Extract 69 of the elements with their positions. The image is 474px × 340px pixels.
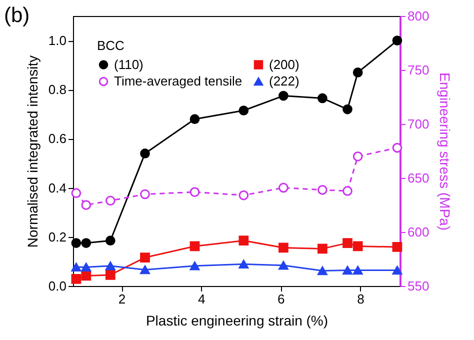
point [238, 190, 249, 200]
point [342, 266, 352, 275]
point [105, 196, 116, 206]
point [392, 242, 402, 252]
point [105, 236, 116, 246]
y-tick-label: 0.2 [48, 229, 66, 244]
point [190, 262, 200, 270]
point [352, 241, 363, 252]
y-tick-label: 1.0 [48, 33, 66, 48]
point [71, 262, 82, 272]
point [392, 36, 402, 46]
legend-label: (222) [269, 74, 300, 88]
point [140, 265, 150, 274]
legend-label: (200) [269, 56, 300, 72]
point [352, 151, 363, 162]
point [71, 238, 82, 248]
point [71, 274, 82, 284]
point [81, 238, 92, 248]
point [71, 188, 82, 198]
point [317, 266, 328, 276]
x-tick-label: 2 [118, 292, 126, 306]
point [238, 260, 249, 269]
text: (b) [4, 4, 30, 28]
point [342, 238, 352, 248]
point [278, 90, 288, 101]
point [105, 270, 116, 280]
y2-tick-label: 550 [408, 278, 430, 294]
point [140, 189, 150, 200]
point [317, 93, 328, 104]
legend-title: BCC [97, 38, 124, 53]
point [190, 241, 200, 252]
x-tick-label: 4 [198, 292, 206, 306]
point [238, 236, 249, 246]
point [278, 182, 288, 193]
y2-tick-label: 600 [408, 224, 430, 240]
point [81, 200, 92, 210]
y-tick-label: 0.4 [48, 180, 66, 196]
point [278, 261, 288, 270]
point [342, 104, 352, 114]
x-axis-title: Plastic engineering strain (%) [146, 312, 328, 328]
point [392, 142, 402, 153]
y-axis-title: Normalised integrated intensity [24, 55, 40, 248]
point [352, 266, 363, 275]
y2-tick-label: 650 [408, 170, 430, 186]
y-tick-label: 0.0 [48, 278, 66, 294]
point [278, 242, 288, 253]
y-tick-label: 0.6 [48, 131, 66, 146]
x-tick-label: 8 [357, 292, 364, 306]
y-tick-label: 0.8 [48, 82, 66, 98]
y2-tick-label: 750 [408, 62, 430, 78]
point [352, 68, 363, 78]
point [140, 252, 150, 262]
point [105, 262, 116, 270]
point [81, 262, 92, 272]
y2-tick-label: 800 [408, 8, 430, 24]
point [392, 266, 402, 275]
point [140, 148, 150, 158]
y2-axis-title: Engineering stress (MPa) [437, 72, 454, 230]
x-tick-label: 6 [278, 292, 285, 306]
point [238, 106, 249, 116]
point [342, 186, 352, 196]
y2-tick-label: 700 [408, 116, 430, 132]
legend-label: Time-averaged tensile [114, 74, 242, 88]
point [317, 244, 328, 254]
legend-label: (110) [114, 56, 144, 72]
point [190, 114, 200, 124]
point [81, 270, 92, 281]
point [190, 187, 200, 197]
point [317, 184, 328, 195]
